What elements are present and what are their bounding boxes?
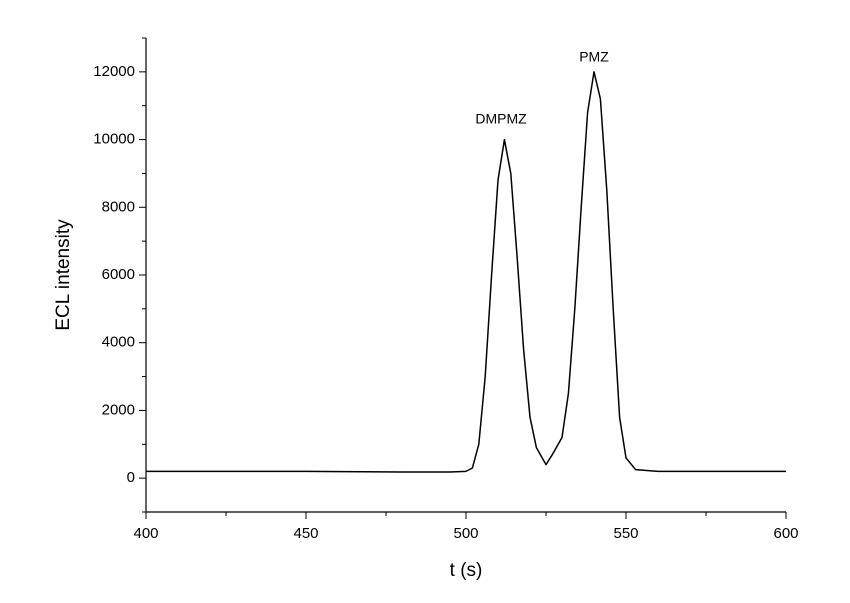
x-axis-label: t (s) [450,560,483,581]
y-tick-label: 6000 [102,266,135,283]
y-tick-label: 4000 [102,334,135,351]
x-tick-label: 600 [773,525,798,542]
x-tick-label: 400 [133,525,158,542]
line [146,71,786,473]
annotation: PMZ [579,49,609,65]
y-tick-label: 10000 [93,131,135,148]
x-tick-label: 550 [613,525,638,542]
y-tick-label: 0 [127,469,135,486]
y-tick-label: 2000 [102,401,135,418]
annotation: DMPMZ [475,111,527,127]
x-tick-label: 450 [293,525,318,542]
y-tick-label: 12000 [93,63,135,80]
y-tick-label: 8000 [102,198,135,215]
x-tick-label: 500 [453,525,478,542]
y-axis-label: ECL intensity [53,219,74,331]
